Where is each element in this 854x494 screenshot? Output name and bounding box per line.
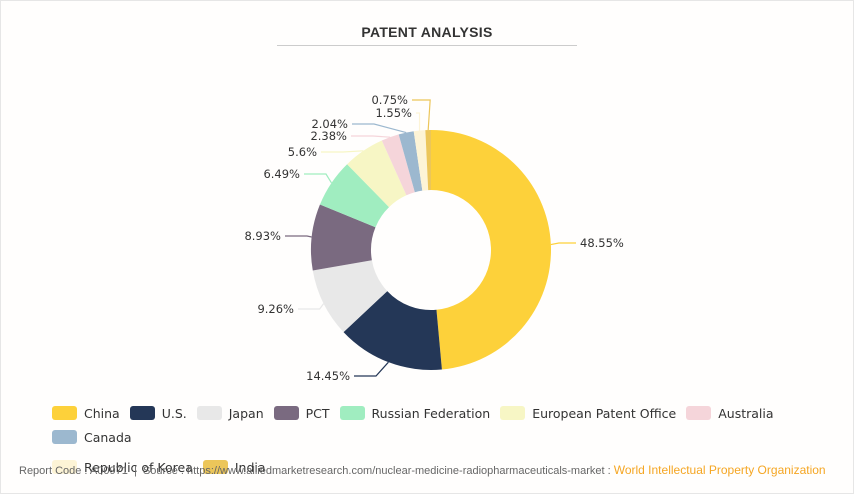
slice-pct[interactable] [311, 204, 376, 271]
footer-separator: | [133, 465, 137, 477]
slice-european-patent-office[interactable] [347, 140, 407, 208]
legend-label: China [84, 405, 120, 421]
data-label-russian-federation: 6.49% [263, 167, 300, 181]
data-label-australia: 2.38% [310, 129, 347, 143]
legend-label: PCT [305, 405, 330, 421]
slice-australia[interactable] [381, 134, 415, 196]
legend-swatch [686, 406, 712, 420]
data-label-republic-of-korea: 1.55% [375, 106, 412, 120]
legend-label: Russian Federation [371, 405, 491, 421]
legend-label: Canada [84, 429, 132, 445]
legend-item-european-patent-office[interactable]: European Patent Office [500, 404, 676, 422]
data-label-european-patent-office: 5.6% [288, 145, 317, 159]
leader-lines-group [285, 99, 576, 377]
title-divider [277, 45, 577, 46]
slice-india[interactable] [425, 130, 431, 191]
leader-line-india [412, 99, 431, 131]
legend-swatch [52, 430, 77, 444]
leader-line-republic-of-korea [416, 112, 421, 131]
legend-swatch [129, 406, 155, 420]
slice-russian-federation[interactable] [319, 164, 390, 228]
slice-japan[interactable] [312, 260, 388, 333]
legend-label: U.S. [161, 405, 187, 421]
slice-china[interactable] [431, 130, 552, 370]
slice-canada[interactable] [398, 131, 423, 193]
leader-line-australia [351, 135, 391, 138]
legend-label: Japan [228, 405, 264, 421]
legend-item-japan[interactable]: Japan [196, 404, 264, 422]
data-label-canada: 2.04% [311, 117, 348, 131]
donut-chart: 48.55% 14.45% 9.26% 8.93% 6.49% 5.6% 2.38%2.04… [244, 93, 623, 383]
legend-swatch [202, 460, 228, 474]
legend-item-china[interactable]: China [52, 404, 120, 422]
slice-republic-of-korea[interactable] [413, 130, 429, 191]
legend-label: European Patent Office [532, 405, 677, 421]
legend-item-canada[interactable]: Canada [52, 428, 132, 446]
legend-swatch [273, 406, 299, 420]
legend-item-russian-federation[interactable]: Russian Federation [339, 404, 491, 422]
legend-label: Republic of Korea [84, 459, 193, 475]
leader-line-european-patent-office [321, 150, 364, 153]
legend-item-u-s[interactable]: U.S. [129, 404, 187, 422]
report-code: Report Code : A00971 [19, 465, 128, 477]
legend: China U.S. Japan PCT Russian Federation Europ… [52, 404, 842, 476]
legend-item-australia[interactable]: Australia [686, 404, 774, 422]
data-label-china: 48.55% [580, 236, 624, 250]
legend-swatch [196, 406, 222, 420]
footer: Report Code : A00971 | Source : https://… [19, 463, 826, 477]
legend-swatch [500, 406, 526, 420]
legend-item-pct[interactable]: PCT [273, 404, 330, 422]
legend-swatch [52, 406, 77, 420]
source-organization: World Intellectual Property Organization [613, 463, 826, 477]
legend-label: Australia [718, 405, 774, 421]
data-label-pct: 8.93% [244, 229, 281, 243]
data-label-u-s: 14.45% [306, 369, 350, 383]
data-label-india: 0.75% [371, 93, 408, 107]
leader-line-russian-federation [304, 173, 332, 184]
legend-label: India [234, 459, 266, 475]
slice-u-s[interactable] [343, 291, 442, 370]
legend-swatch [339, 406, 365, 420]
data-labels-group: 48.55% 14.45% 9.26% 8.93% 6.49% 5.6% 2.38%2.04… [244, 93, 623, 383]
slices-group [311, 130, 552, 370]
source-link[interactable]: Source : https://www.alliedmarketresearc… [142, 465, 611, 477]
leader-line-japan [298, 303, 325, 310]
chart-title: PATENT ANALYSIS [361, 24, 493, 40]
legend-item-india[interactable]: India [202, 458, 266, 476]
leader-line-china [550, 242, 576, 246]
legend-swatch [52, 460, 77, 474]
leader-line-canada [352, 123, 407, 134]
legend-item-republic-of-korea[interactable]: Republic of Korea [52, 458, 193, 476]
data-label-japan: 9.26% [257, 302, 294, 316]
leader-line-u-s [354, 361, 389, 377]
leader-line-pct [285, 235, 312, 238]
